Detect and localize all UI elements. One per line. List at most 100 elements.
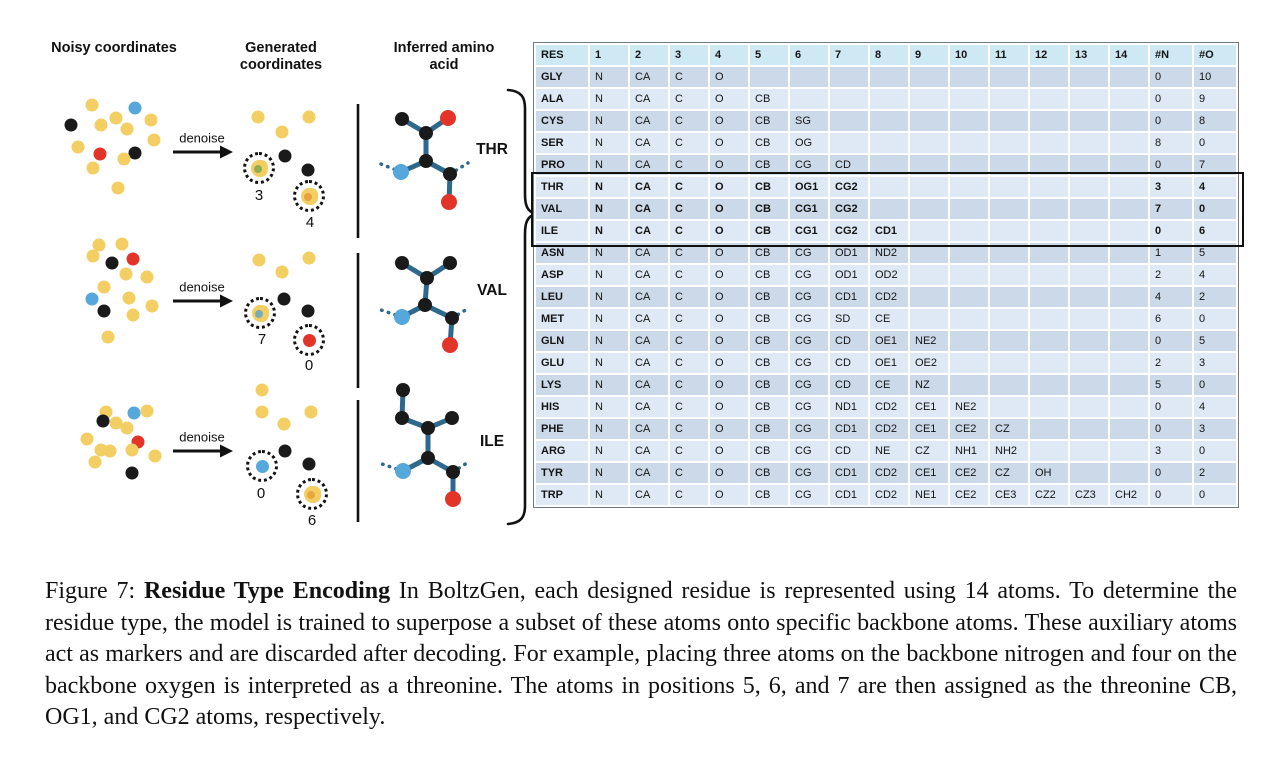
atom-cell: CA [630, 309, 668, 329]
diagram-overlay [173, 88, 539, 526]
atom-cell [910, 265, 948, 285]
atom-cell: CE [870, 375, 908, 395]
atom-cell [1030, 375, 1068, 395]
count-cell: 4 [1150, 287, 1192, 307]
atom-cell: N [590, 463, 628, 483]
residue-name-cell: VAL [536, 199, 588, 219]
denoise-label: denoise [179, 429, 225, 445]
atom-cell: CE2 [950, 463, 988, 483]
denoise-arrowhead-icon [220, 145, 233, 159]
count-cell: 2 [1150, 265, 1192, 285]
cluster-circle [246, 450, 278, 482]
atom-cell [1110, 199, 1148, 219]
atom-dot [304, 405, 318, 419]
atom-node [396, 383, 410, 397]
residue-name-cell: ALA [536, 89, 588, 109]
atom-cell: CG [790, 375, 828, 395]
count-cell: 0 [1194, 309, 1236, 329]
atom-cell [950, 375, 988, 395]
cluster-count-label: 0 [304, 357, 314, 374]
atom-cell [1030, 67, 1068, 87]
atom-cell: O [710, 485, 748, 505]
table-header-row: RES 1 2 3 4 5 6 7 8 9 10 11 12 13 14 #N #O [536, 45, 1236, 65]
atom-node [420, 271, 434, 285]
atom-cell [870, 155, 908, 175]
atom-cell [950, 111, 988, 131]
atom-cell: CZ [990, 419, 1028, 439]
atom-dot [278, 149, 292, 163]
atom-dot [109, 416, 123, 430]
residue-name-cell: HIS [536, 397, 588, 417]
atom-cell [1110, 441, 1148, 461]
residue-name-cell: ASP [536, 265, 588, 285]
atom-cell: ND1 [830, 397, 868, 417]
atom-cell [1070, 243, 1108, 263]
atom-dot [140, 404, 154, 418]
count-cell: 0 [1150, 111, 1192, 131]
atom-cell: CB [750, 441, 788, 461]
atom-cell [990, 309, 1028, 329]
atom-cell [910, 177, 948, 197]
atom-cell: CG [790, 419, 828, 439]
atom-cell: C [670, 441, 708, 461]
atom-dot [275, 265, 289, 279]
atom-dot [277, 292, 291, 306]
atom-dot [119, 267, 133, 281]
atom-cell: C [670, 397, 708, 417]
residue-name-cell: GLY [536, 67, 588, 87]
atom-cell: CA [630, 221, 668, 241]
cluster-circle [243, 152, 275, 184]
atom-dot [126, 252, 140, 266]
atom-cell [1070, 397, 1108, 417]
atom-cell: N [590, 419, 628, 439]
atom-cell: CG2 [830, 199, 868, 219]
cluster-blob [250, 159, 268, 177]
atom-cell [1030, 177, 1068, 197]
atom-cell: O [710, 265, 748, 285]
atom-dot [252, 253, 266, 267]
atom-node [445, 491, 461, 507]
atom-cell [990, 199, 1028, 219]
atom-cell: CB [750, 287, 788, 307]
atom-cell: CD2 [870, 419, 908, 439]
atom-dot [128, 101, 142, 115]
count-cell: 0 [1194, 441, 1236, 461]
table-row: GLY N CA C O 0 10 [536, 67, 1236, 87]
column-header-cell: 11 [990, 45, 1028, 65]
atom-cell: CE3 [990, 485, 1028, 505]
column-header-cell: 8 [870, 45, 908, 65]
atom-cell [1030, 309, 1068, 329]
residue-name-cell: TYR [536, 463, 588, 483]
count-cell: 0 [1150, 331, 1192, 351]
atom-cell: O [710, 111, 748, 131]
atom-cell [910, 67, 948, 87]
atom-cell: C [670, 155, 708, 175]
atom-cell: O [710, 331, 748, 351]
atom-cell: CG [790, 397, 828, 417]
atom-cell: CA [630, 287, 668, 307]
atom-dot [125, 466, 139, 480]
column-header-cell: 4 [710, 45, 748, 65]
count-cell: 6 [1150, 309, 1192, 329]
atom-cell [950, 309, 988, 329]
atom-cell [1110, 419, 1148, 439]
table-row: PHE N CA C O CB CG CD1 CD2 CE1 CE2 CZ 0 3 [536, 419, 1236, 439]
atom-cell [990, 375, 1028, 395]
atom-cell [950, 89, 988, 109]
atom-cell [1110, 221, 1148, 241]
atom-cell: N [590, 485, 628, 505]
atom-node [443, 167, 457, 181]
cluster-count-label: 0 [256, 485, 266, 502]
table-row: PRO N CA C O CB CG CD 0 7 [536, 155, 1236, 175]
atom-cell [1070, 67, 1108, 87]
atom-cell [990, 111, 1028, 131]
atom-cell [750, 67, 788, 87]
atom-cell [990, 287, 1028, 307]
atom-cell: CA [630, 265, 668, 285]
atom-cell [1110, 287, 1148, 307]
atom-node [421, 451, 435, 465]
atom-node [443, 256, 457, 270]
atom-cell: CB [750, 485, 788, 505]
table-row: SER N CA C O CB OG 8 0 [536, 133, 1236, 153]
